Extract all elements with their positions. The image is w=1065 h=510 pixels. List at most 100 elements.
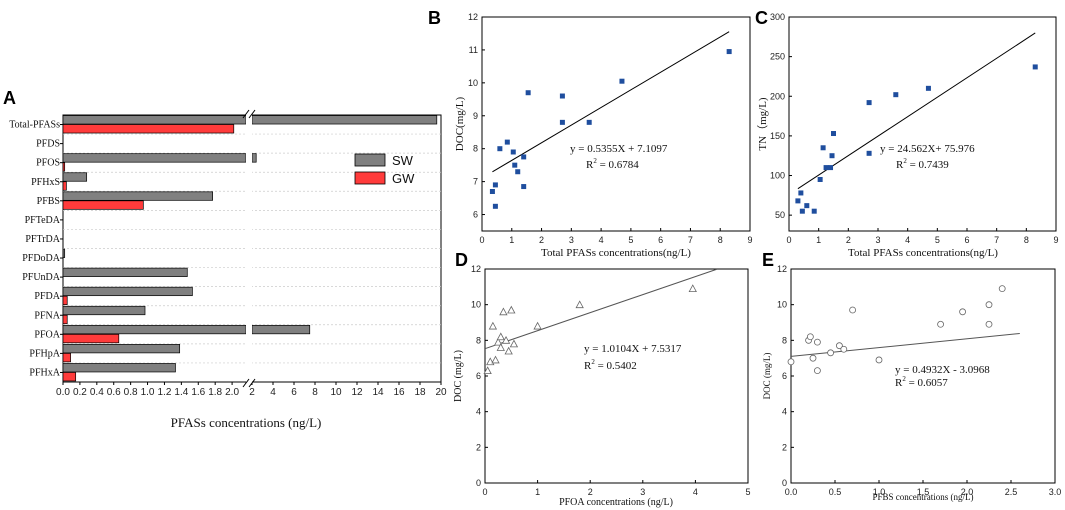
data-point: [840, 345, 848, 353]
data-point: [575, 300, 584, 309]
y-axis-label: DOC (mg/L): [762, 353, 772, 400]
data-point: [959, 308, 966, 316]
data-point: [827, 349, 834, 357]
x-tick-label: 6: [291, 387, 297, 398]
data-point: [525, 90, 531, 96]
x-tick-label: 2: [249, 387, 255, 398]
y-tick-label: 2: [476, 442, 481, 452]
data-point: [937, 320, 944, 328]
x-tick-label: 1: [535, 487, 540, 497]
x-tick-label: 4: [599, 235, 604, 245]
data-point: [521, 154, 527, 160]
data-point: [489, 188, 495, 194]
data-point: [799, 208, 805, 214]
bar-sw: [251, 153, 257, 163]
category-label: PFDA: [34, 291, 60, 302]
y-tick-label: 10: [777, 300, 787, 310]
y-tick-label: 12: [471, 264, 481, 274]
data-point: [491, 355, 500, 364]
x-tick-label: 9: [1053, 235, 1058, 245]
x-tick-label: 0.5: [829, 487, 842, 497]
category-label: PFNA: [34, 310, 60, 321]
data-point: [893, 92, 899, 98]
data-point: [488, 321, 498, 330]
bar-sw: [62, 286, 193, 297]
bar-gw: [62, 181, 67, 191]
x-tick-label: 5: [745, 487, 750, 497]
data-point: [811, 208, 817, 214]
data-point: [501, 335, 511, 344]
bar-series: [62, 115, 438, 382]
data-point: [521, 184, 527, 190]
bar-gw: [62, 372, 77, 382]
data-point: [483, 366, 492, 375]
panel-a: A Total-PFASs PFDS PFOS PFHxS PFBS PFTeDA PFTr…: [3, 88, 447, 430]
axis-ticks: 0.0 0.5 1.0 1.5 2.0 2.5 3.0 0 2 4 6 8 10 12: [777, 264, 1061, 497]
data-point: [559, 93, 565, 99]
regression-line: [790, 333, 1020, 357]
x-tick-label: 18: [414, 387, 426, 398]
data-point: [828, 165, 834, 171]
data-point: [836, 342, 843, 350]
plot-frame-e: [790, 268, 1056, 484]
plot-frame-d: [484, 268, 749, 484]
x-tick-label: 4: [693, 487, 698, 497]
x-tick-label: 2: [846, 235, 851, 245]
y-tick-label: 10: [468, 78, 478, 88]
x-tick-label: 8: [312, 387, 318, 398]
x-tick-label: 6: [658, 235, 663, 245]
y-tick-label: 11: [469, 45, 478, 55]
x-tick-label: 0.4: [90, 387, 104, 398]
data-point: [985, 320, 993, 328]
x-tick-label: 4: [270, 387, 276, 398]
data-point: [688, 284, 697, 293]
data-point: [726, 49, 732, 55]
legend-swatch-sw: [354, 153, 386, 167]
x-tick-label: 2: [588, 487, 593, 497]
y-tick-label: 4: [782, 407, 787, 417]
x-tick-label: 3.0: [1049, 487, 1062, 497]
x-tick-label: 3: [875, 235, 880, 245]
x-tick-label: 0: [786, 235, 791, 245]
x-tick-label: 1: [816, 235, 821, 245]
y-axis-label: TN（mg/L): [756, 97, 769, 150]
category-label: PFTeDA: [25, 215, 61, 226]
data-point: [814, 367, 821, 375]
x-tick-label: 4: [905, 235, 910, 245]
y-tick-label: 12: [468, 12, 478, 22]
bar-sw: [251, 324, 311, 335]
x-tick-label: 8: [718, 235, 723, 245]
data-point: [533, 321, 542, 330]
y-tick-label: 50: [775, 210, 785, 220]
y-axis-label: DOC (mg/L): [453, 350, 464, 402]
data-point: [866, 150, 872, 156]
x-tick-label: 2.0: [961, 487, 974, 497]
x-tick-label: 16: [393, 387, 405, 398]
data-point: [820, 145, 826, 151]
bar-sw: [62, 191, 213, 201]
y-tick-label: 6: [476, 371, 481, 381]
data-points: [489, 49, 732, 209]
bar-gw: [62, 162, 66, 172]
data-point: [510, 149, 516, 155]
y-tick-label: 300: [770, 12, 785, 22]
data-point: [496, 343, 505, 351]
panel-label-c: C: [755, 8, 768, 28]
category-label: PFHxA: [29, 367, 60, 378]
bar-sw-low: [62, 324, 247, 335]
x-tick-label: 1.8: [208, 387, 222, 398]
x-tick-label: 0: [479, 235, 484, 245]
category-label: PFHxS: [31, 177, 60, 188]
data-point: [798, 190, 804, 196]
x-axis-label: PFOA concentrations (ng/L): [559, 497, 673, 508]
data-point: [586, 119, 592, 125]
x-tick-label: 1.4: [174, 387, 188, 398]
bar-gw: [62, 353, 71, 363]
category-labels: Total-PFASs PFDS PFOS PFHxS PFBS PFTeDA PFTrDA…: [9, 120, 63, 378]
data-point: [814, 338, 821, 346]
r-squared: R2 = 0.6057: [895, 375, 948, 389]
x-tick-label: 3: [640, 487, 645, 497]
